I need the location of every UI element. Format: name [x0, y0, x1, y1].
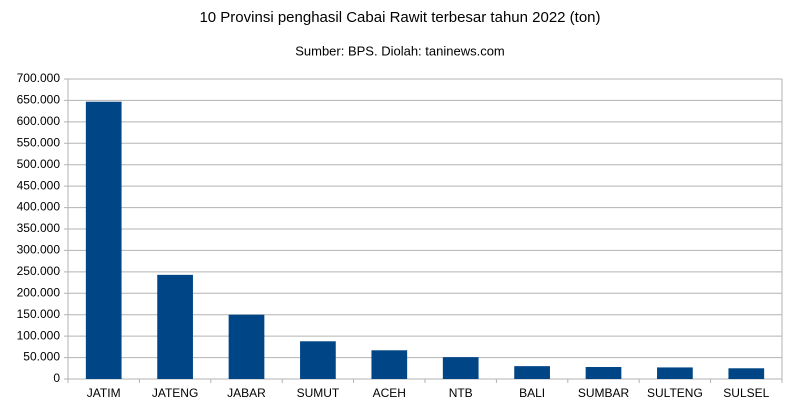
bar	[442, 357, 479, 379]
y-tick-label: 500.000	[17, 157, 61, 171]
bar	[300, 341, 336, 379]
bar	[228, 314, 265, 379]
bar	[85, 101, 122, 379]
y-tick-label: 250.000	[17, 264, 61, 278]
x-tick-label: JATENG	[152, 386, 198, 400]
y-tick-label: 100.000	[17, 328, 61, 342]
chart-subtitle: Sumber: BPS. Diolah: taninews.com	[295, 43, 505, 58]
x-tick-label: SULTENG	[647, 386, 703, 400]
y-tick-label: 550.000	[17, 135, 61, 149]
x-tick-label: ACEH	[373, 386, 406, 400]
y-tick-label: 450.000	[17, 178, 61, 192]
bar	[514, 366, 550, 379]
x-tick-label: BALI	[519, 386, 545, 400]
bar	[728, 368, 765, 379]
y-tick-label: 200.000	[17, 285, 61, 299]
chart-title: 10 Provinsi penghasil Cabai Rawit terbes…	[199, 9, 600, 26]
y-tick-label: 0	[53, 371, 60, 385]
x-tick-label: JABAR	[227, 386, 266, 400]
bar	[371, 350, 408, 379]
x-tick-label: SULSEL	[723, 386, 769, 400]
y-tick-label: 350.000	[17, 221, 61, 235]
x-tick-label: JATIM	[87, 386, 121, 400]
y-tick-label: 600.000	[17, 114, 61, 128]
y-tick-label: 650.000	[17, 93, 61, 107]
y-tick-label: 300.000	[17, 243, 61, 257]
y-tick-label: 150.000	[17, 307, 61, 321]
y-tick-label: 400.000	[17, 200, 61, 214]
bar	[157, 274, 193, 379]
x-tick-label: NTB	[449, 386, 473, 400]
bar	[657, 367, 693, 379]
bar	[585, 367, 622, 379]
y-tick-label: 700.000	[17, 71, 61, 85]
x-tick-label: SUMUT	[297, 386, 340, 400]
y-tick-label: 50.000	[23, 350, 60, 364]
x-tick-label: SUMBAR	[578, 386, 630, 400]
